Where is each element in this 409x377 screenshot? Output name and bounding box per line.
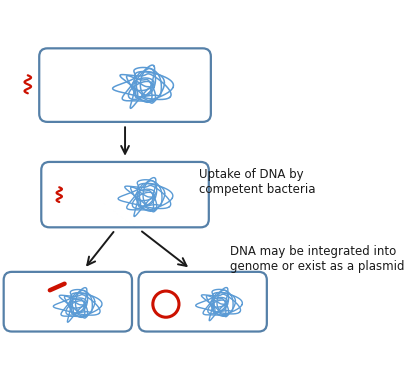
Text: DNA may be integrated into
genome or exist as a plasmid: DNA may be integrated into genome or exi… bbox=[230, 245, 404, 273]
FancyBboxPatch shape bbox=[41, 162, 208, 227]
Text: Uptake of DNA by
competent bacteria: Uptake of DNA by competent bacteria bbox=[198, 168, 315, 196]
FancyBboxPatch shape bbox=[39, 48, 210, 122]
FancyBboxPatch shape bbox=[138, 272, 266, 331]
FancyBboxPatch shape bbox=[4, 272, 132, 331]
